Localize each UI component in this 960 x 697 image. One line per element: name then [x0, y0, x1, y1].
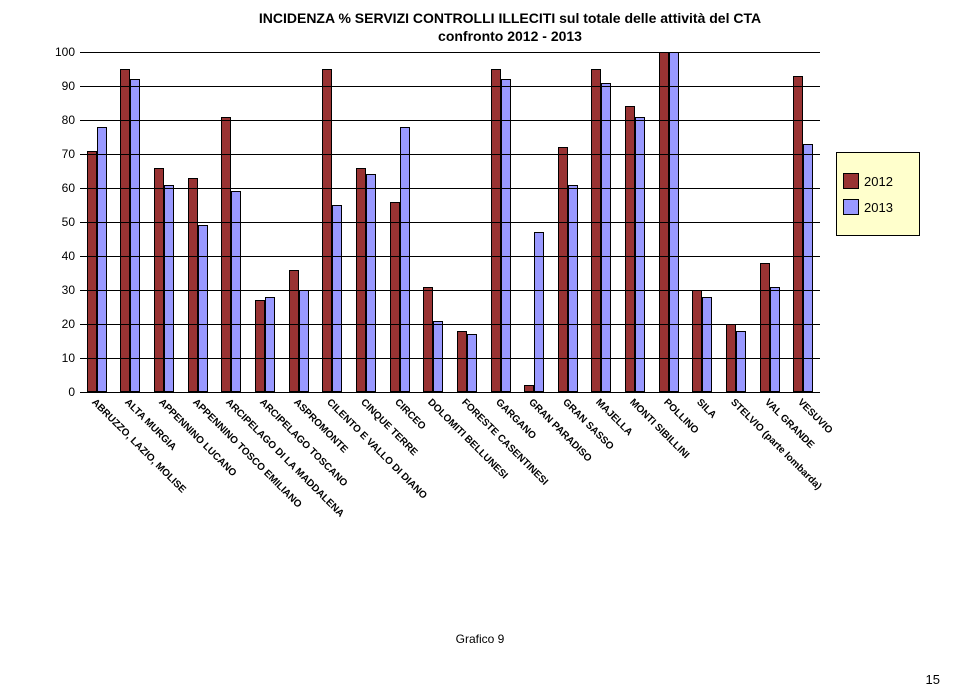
bar-2013: [130, 79, 140, 392]
grid-line: [80, 86, 820, 87]
bar-2012: [289, 270, 299, 392]
grid-line: [80, 324, 820, 325]
bar-2012: [457, 331, 467, 392]
bar-2012: [760, 263, 770, 392]
chart-area: 0102030405060708090100 ABRUZZO, LAZIO, M…: [50, 52, 920, 432]
bar-2013: [635, 117, 645, 392]
grid-line: [80, 52, 820, 53]
grid-line: [80, 120, 820, 121]
bar-2012: [188, 178, 198, 392]
bar-2013: [332, 205, 342, 392]
bar-2013: [601, 83, 611, 392]
y-tick-label: 70: [50, 147, 75, 161]
bar-2013: [433, 321, 443, 392]
bar-2013: [97, 127, 107, 392]
bar-2013: [467, 334, 477, 392]
grid-line: [80, 358, 820, 359]
bar-2013: [265, 297, 275, 392]
grid-line: [80, 290, 820, 291]
plot-region: 0102030405060708090100: [80, 52, 820, 393]
y-tick-label: 0: [50, 385, 75, 399]
bar-2012: [591, 69, 601, 392]
grid-line: [80, 188, 820, 189]
bar-2012: [423, 287, 433, 392]
bar-2012: [322, 69, 332, 392]
bar-2013: [299, 290, 309, 392]
bar-2013: [366, 174, 376, 392]
grid-line: [80, 392, 820, 393]
legend-item-2012: 2012: [843, 173, 913, 189]
bar-2013: [770, 287, 780, 392]
bar-2012: [793, 76, 803, 392]
bar-2013: [400, 127, 410, 392]
grid-line: [80, 154, 820, 155]
grid-line: [80, 222, 820, 223]
bar-2012: [255, 300, 265, 392]
bar-2012: [692, 290, 702, 392]
chart-title: INCIDENZA % SERVIZI CONTROLLI ILLECITI s…: [10, 10, 950, 26]
legend-label-2012: 2012: [864, 174, 893, 189]
legend-swatch-2013: [843, 199, 859, 215]
chart-caption: Grafico 9: [10, 632, 950, 646]
bar-2013: [568, 185, 578, 392]
bar-2012: [491, 69, 501, 392]
bar-2012: [390, 202, 400, 392]
y-tick-label: 30: [50, 283, 75, 297]
y-tick-label: 40: [50, 249, 75, 263]
chart-subtitle: confronto 2012 - 2013: [10, 28, 950, 44]
bar-2013: [501, 79, 511, 392]
bar-2012: [87, 151, 97, 392]
legend-item-2013: 2013: [843, 199, 913, 215]
y-tick-label: 90: [50, 79, 75, 93]
legend-swatch-2012: [843, 173, 859, 189]
y-tick-label: 60: [50, 181, 75, 195]
y-tick-label: 80: [50, 113, 75, 127]
bar-2012: [120, 69, 130, 392]
bar-2013: [803, 144, 813, 392]
y-tick-label: 50: [50, 215, 75, 229]
y-tick-label: 20: [50, 317, 75, 331]
bar-2012: [625, 106, 635, 392]
bar-2013: [736, 331, 746, 392]
bar-2013: [702, 297, 712, 392]
bar-2012: [558, 147, 568, 392]
bar-2013: [164, 185, 174, 392]
y-tick-label: 100: [50, 45, 75, 59]
page-number: 15: [926, 672, 940, 687]
legend: 2012 2013: [836, 152, 920, 236]
legend-label-2013: 2013: [864, 200, 893, 215]
grid-line: [80, 256, 820, 257]
bar-2013: [198, 225, 208, 392]
bar-2012: [221, 117, 231, 392]
bar-2012: [524, 385, 534, 392]
y-tick-label: 10: [50, 351, 75, 365]
